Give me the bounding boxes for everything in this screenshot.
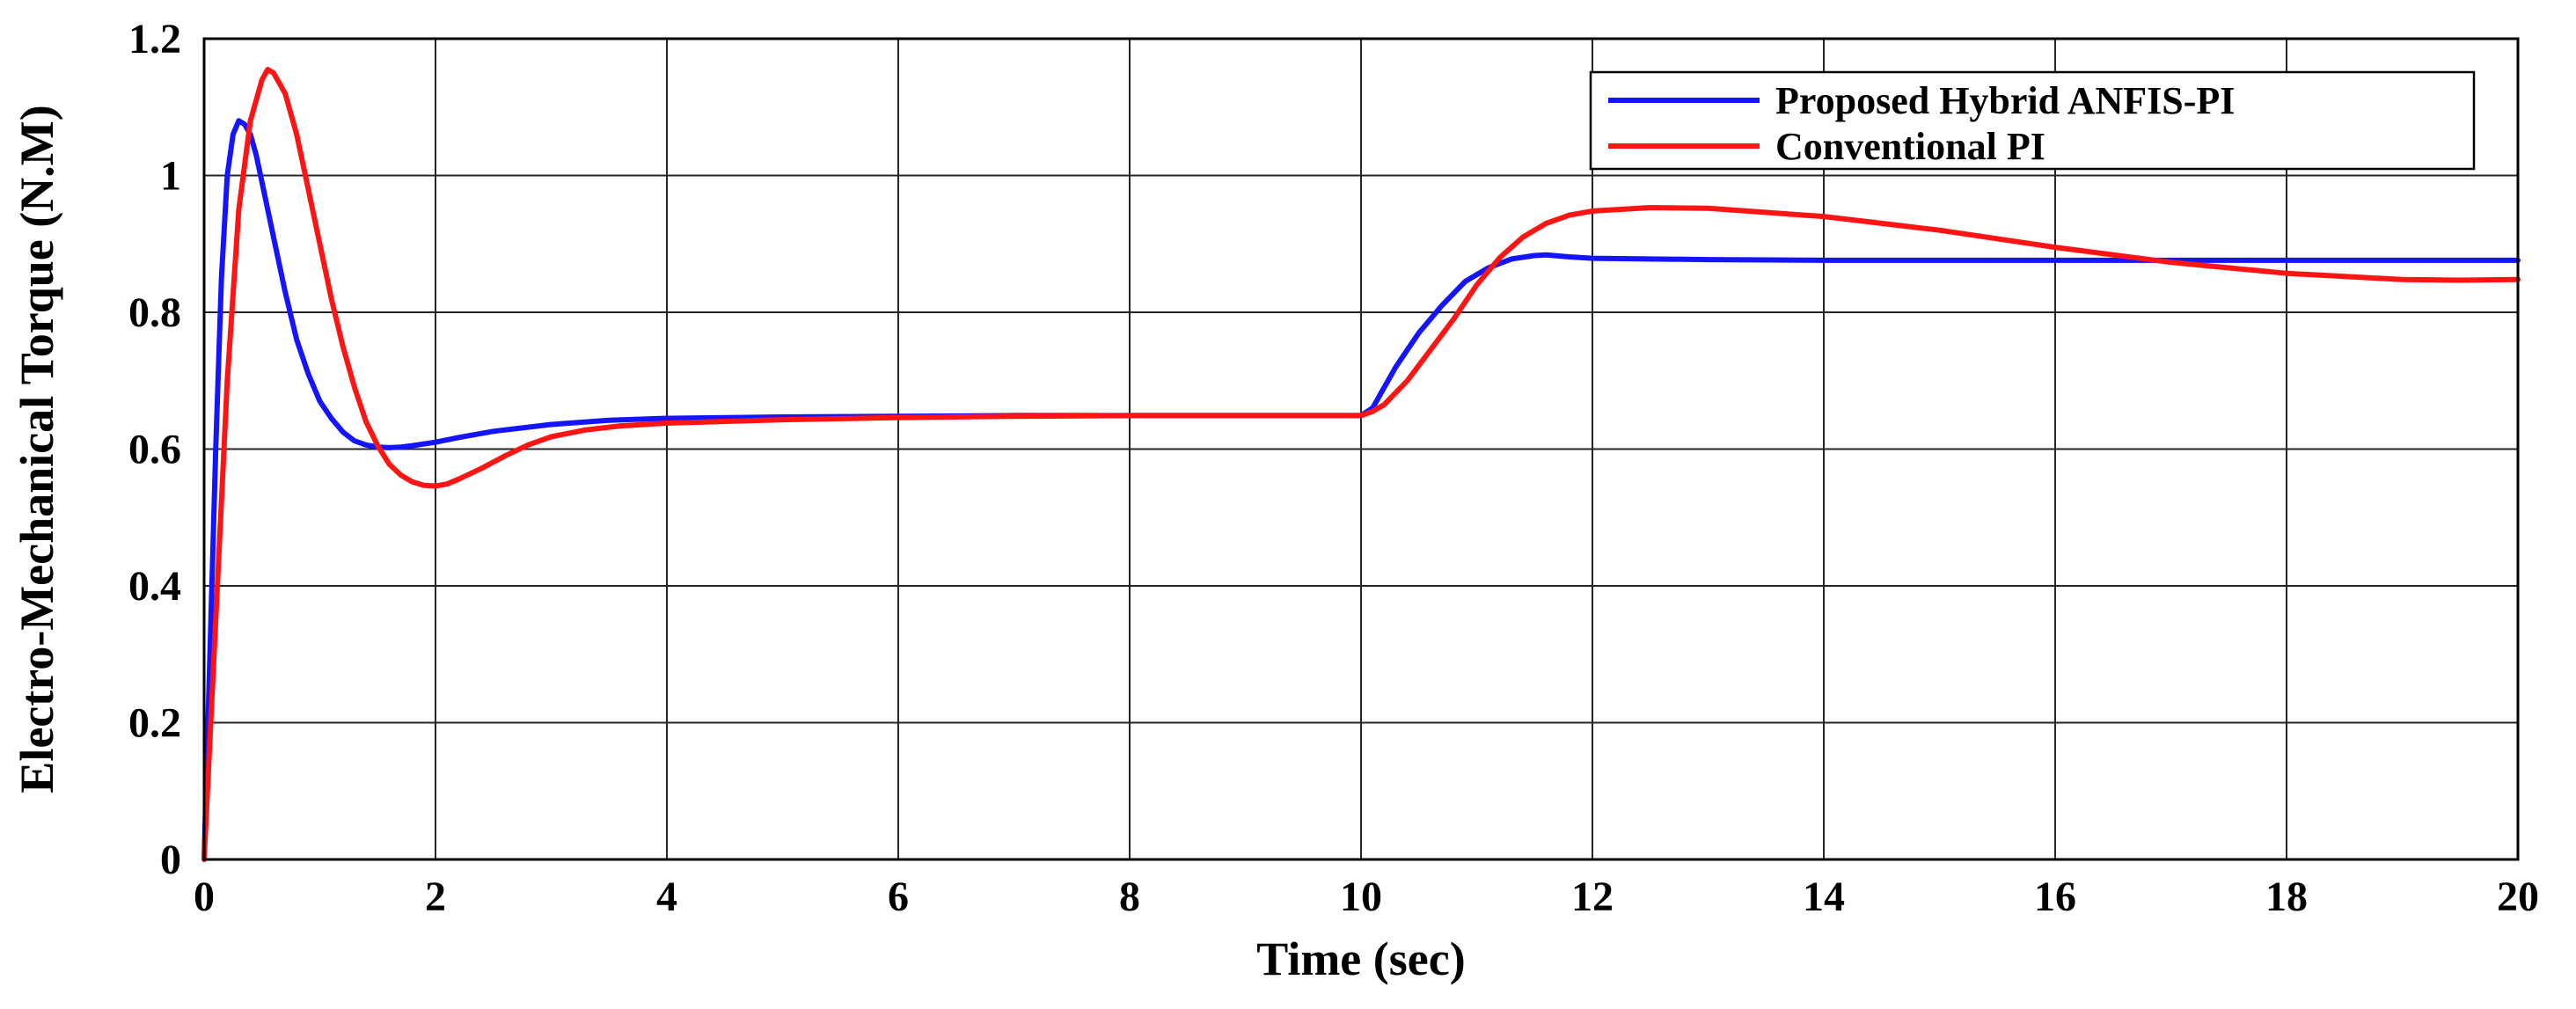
y-tick-labels: 0 0.2 0.4 0.6 0.8 1 1.2: [128, 16, 181, 883]
x-tick-label: 18: [2265, 874, 2308, 920]
x-tick-label: 12: [1571, 874, 1614, 920]
x-tick-label: 10: [1340, 874, 1382, 920]
x-tick-label: 0: [194, 874, 215, 920]
y-tick-label: 1: [160, 153, 181, 200]
legend-box: [1589, 70, 2476, 171]
legend: Proposed Hybrid ANFIS-PI Conventional PI: [1589, 70, 2476, 171]
x-tick-label: 8: [1119, 874, 1140, 920]
y-tick-label: 1.2: [128, 16, 181, 62]
y-tick-label: 0.2: [128, 700, 181, 747]
legend-label-proposed-hybrid-anfis-pi: Proposed Hybrid ANFIS-PI: [1775, 79, 2235, 122]
x-axis-title: Time (sec): [1256, 932, 1465, 985]
x-tick-label: 4: [656, 874, 677, 920]
series-line-proposed-hybrid-anfis-pi: [201, 118, 2521, 862]
x-tick-labels: 0 2 4 6 8 10 12 14 16 18 20: [194, 874, 2539, 920]
y-tick-label: 0.4: [128, 563, 181, 610]
y-axis-title: Electro-Mechanical Torque (N.M): [11, 105, 63, 793]
x-tick-label: 14: [1803, 874, 1845, 920]
y-tick-label: 0.8: [128, 289, 181, 336]
legend-label-conventional-pi: Conventional PI: [1775, 125, 2045, 168]
y-tick-label: 0: [160, 837, 181, 883]
x-tick-label: 6: [888, 874, 909, 920]
x-tick-label: 20: [2497, 874, 2539, 920]
x-tick-label: 16: [2034, 874, 2076, 920]
plot-frame: [202, 37, 2520, 861]
y-tick-label: 0.6: [128, 427, 181, 473]
series-lines: [201, 67, 2521, 862]
series-line-conventional-pi: [201, 67, 2521, 862]
x-tick-label: 2: [425, 874, 446, 920]
